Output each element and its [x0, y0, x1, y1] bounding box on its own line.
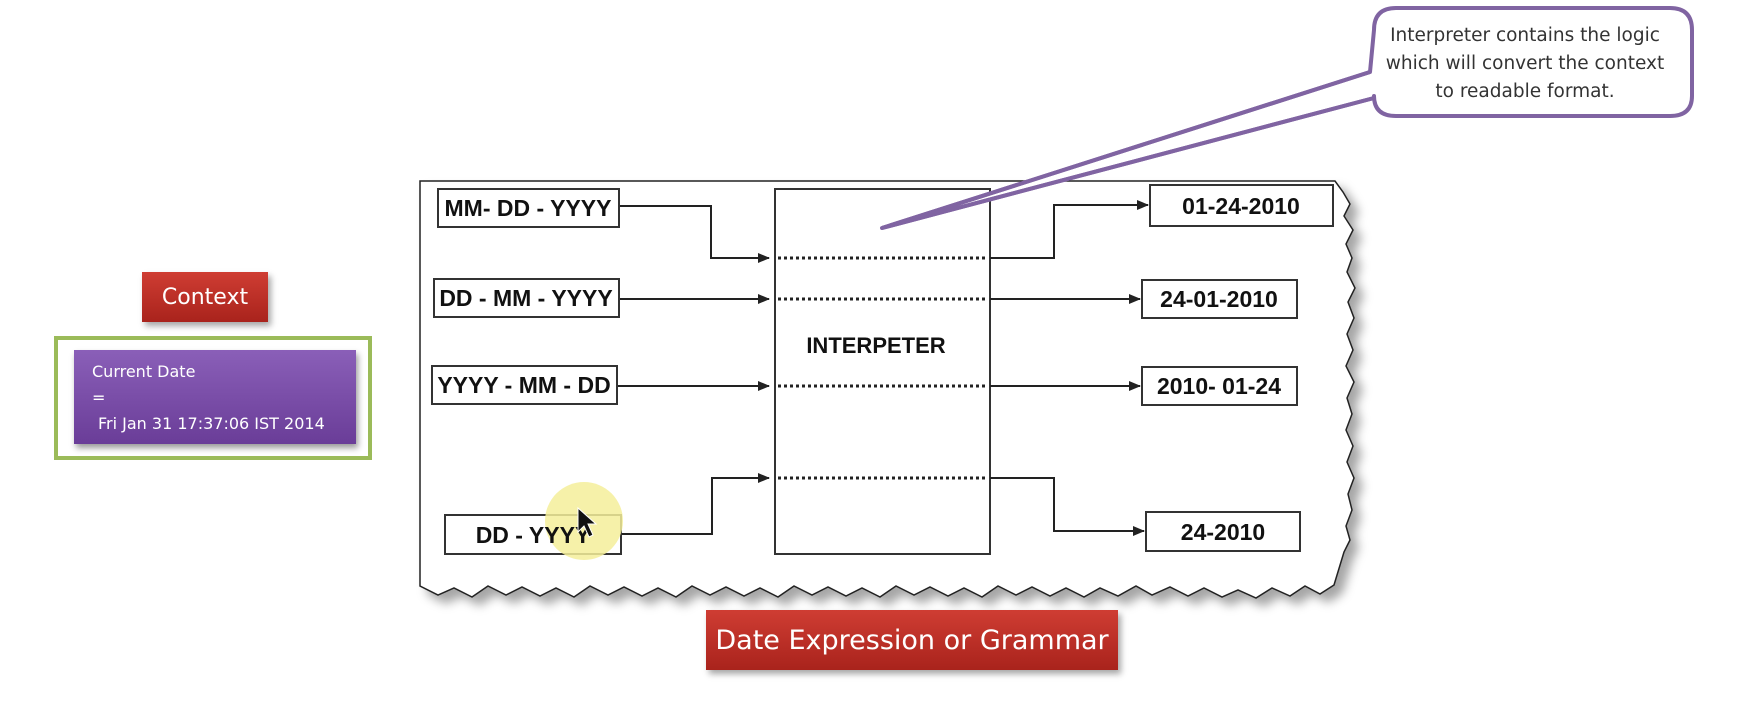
callout-pointer-upper: [881, 70, 1371, 230]
input-label-2: DD - MM - YYYY: [439, 285, 612, 311]
output-box-4: [1145, 511, 1301, 552]
input-box-2: [433, 278, 620, 318]
output-box-1: [1149, 184, 1334, 227]
output-wire-4: [990, 477, 1145, 536]
input-label-4: DD - YYYY: [476, 522, 591, 548]
output-label-1: 01-24-2010: [1182, 193, 1300, 219]
input-wire-4: [621, 473, 770, 535]
callout-text: Interpreter contains the logic which wil…: [1385, 25, 1665, 102]
input-label-3: YYYY - MM - DD: [437, 372, 610, 398]
output-label-4: 24-2010: [1181, 519, 1265, 545]
output-label-3: 2010- 01-24: [1157, 373, 1281, 399]
context-frame: [54, 336, 372, 460]
output-box-2: [1141, 279, 1298, 319]
mouse-pointer-icon: [577, 506, 598, 538]
context-card: Current Date = Fri Jan 31 17:37:06 IST 2…: [74, 350, 356, 444]
context-line-3: Fri Jan 31 17:37:06 IST 2014: [98, 414, 325, 433]
context-line-2: =: [92, 388, 106, 407]
input-wire-1: [619, 205, 770, 263]
interpreter-box: [774, 188, 991, 555]
context-line-1: Current Date: [92, 362, 196, 381]
interpreter-label: INTERPETER: [806, 333, 945, 358]
output-wire-1: [990, 200, 1149, 259]
diagram-title: Date Expression or Grammar: [706, 610, 1118, 670]
input-box-1: [437, 188, 620, 228]
callout-pointer-lower: [881, 96, 1375, 230]
output-box-3: [1141, 366, 1298, 406]
output-label-2: 24-01-2010: [1160, 286, 1278, 312]
input-box-3: [431, 365, 618, 405]
input-label-1: MM- DD - YYYY: [445, 195, 612, 221]
context-label: Context: [142, 272, 268, 322]
